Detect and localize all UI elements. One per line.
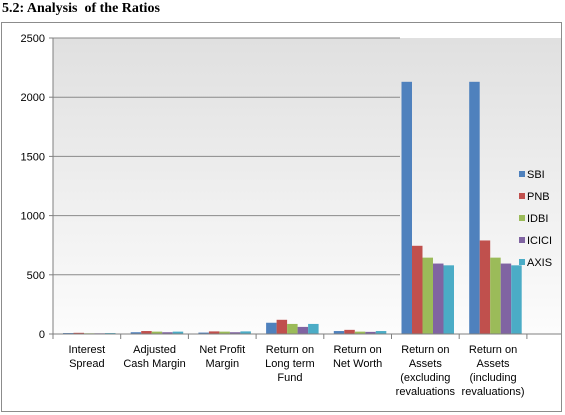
x-category-label-line: Return on [266, 344, 314, 356]
legend-swatch-icici [519, 237, 525, 243]
bar-axis-2 [240, 331, 251, 334]
bar-axis-4 [375, 331, 387, 334]
x-category-label: Interest Spread [69, 344, 106, 370]
x-category-label-line: Return on [401, 344, 449, 356]
legend: SBI PNB IDBI ICICI AXIS [519, 169, 552, 269]
bar-idbi-5 [422, 257, 433, 334]
x-category-label-line: Margin [205, 358, 239, 370]
bars [63, 81, 522, 334]
bar-icici-4 [365, 331, 376, 334]
x-category-label: Return on Long term Fund [265, 344, 315, 384]
x-category-label: Return on Assets (including revaluations) [462, 344, 525, 398]
x-category-label-line: Return on [333, 344, 381, 356]
bar-sbi-1 [130, 332, 142, 334]
x-category-label-line: Adjusted [133, 344, 176, 356]
bar-pnb-6 [479, 240, 491, 334]
bar-icici-5 [433, 263, 444, 334]
legend-swatch-pnb [519, 193, 525, 199]
bar-pnb-0 [73, 332, 84, 334]
legend-swatch-sbi [519, 171, 525, 177]
bar-sbi-4 [333, 331, 345, 334]
x-category-label: Return on Net Worth [333, 344, 382, 370]
x-category-label-line: (excluding [400, 372, 450, 384]
bar-pnb-3 [276, 319, 288, 334]
gridlines [53, 37, 400, 276]
bar-icici-1 [162, 332, 173, 334]
x-category-label-line: Net Worth [333, 358, 382, 370]
bar-icici-2 [229, 332, 241, 334]
bar-icici-3 [297, 326, 309, 334]
bar-idbi-3 [287, 323, 298, 334]
x-category-label-line: revaluations [396, 386, 456, 398]
bar-axis-3 [308, 323, 319, 334]
bar-pnb-4 [344, 329, 355, 334]
legend-label-axis: AXIS [527, 257, 552, 269]
x-category-label-line: Net Profit [199, 344, 245, 356]
x-category-label-line: revaluations) [462, 386, 525, 398]
x-category-label-line: Return on [469, 344, 517, 356]
x-category-label-line: Long term [265, 358, 315, 370]
axes [49, 37, 561, 339]
bar-pnb-1 [141, 331, 152, 334]
bar-sbi-3 [266, 322, 277, 334]
bar-pnb-5 [412, 245, 423, 334]
bar-sbi-2 [198, 332, 209, 334]
y-tick-label: 1000 [21, 211, 45, 223]
bar-idbi-4 [354, 331, 366, 334]
bar-sbi-6 [469, 81, 480, 334]
y-tick-label: 1500 [21, 151, 45, 163]
legend-swatch-axis [519, 259, 525, 265]
y-tick-label: 500 [27, 270, 45, 282]
x-category-label: Return on Assets (excluding revaluations [396, 344, 456, 398]
bar-axis-5 [443, 265, 454, 334]
x-category-label-line: Assets [477, 358, 511, 370]
legend-label-idbi: IDBI [527, 213, 548, 225]
bar-sbi-5 [401, 81, 412, 334]
x-category-label-line: Spread [69, 358, 104, 370]
y-tick-label: 0 [39, 329, 45, 341]
y-tick-label: 2000 [21, 92, 45, 104]
x-category-label-line: Fund [277, 372, 302, 384]
x-category-label-line: Assets [409, 358, 443, 370]
x-category-label-line: Cash Margin [123, 358, 185, 370]
legend-label-sbi: SBI [527, 169, 545, 181]
legend-swatch-idbi [519, 215, 525, 221]
bar-idbi-2 [219, 331, 230, 334]
legend-label-icici: ICICI [527, 235, 552, 247]
bar-axis-6 [511, 265, 522, 334]
axis-labels: 0 500 1000 1500 2000 2500 Interest Spread Adjust… [21, 33, 525, 398]
x-category-label-line: Interest [69, 344, 106, 356]
bar-idbi-6 [490, 257, 501, 334]
x-category-label: Net Profit Margin [199, 344, 245, 370]
section-heading: 5.2: Analysis of the Ratios [2, 1, 160, 16]
legend-label-pnb: PNB [527, 191, 550, 203]
bar-pnb-2 [208, 331, 220, 334]
bar-axis-1 [172, 331, 184, 334]
y-tick-label: 2500 [21, 33, 45, 45]
x-category-label-line: (including [470, 372, 517, 384]
bar-icici-6 [500, 263, 512, 334]
x-category-label: Adjusted Cash Margin [123, 344, 185, 370]
bar-idbi-1 [151, 331, 163, 334]
